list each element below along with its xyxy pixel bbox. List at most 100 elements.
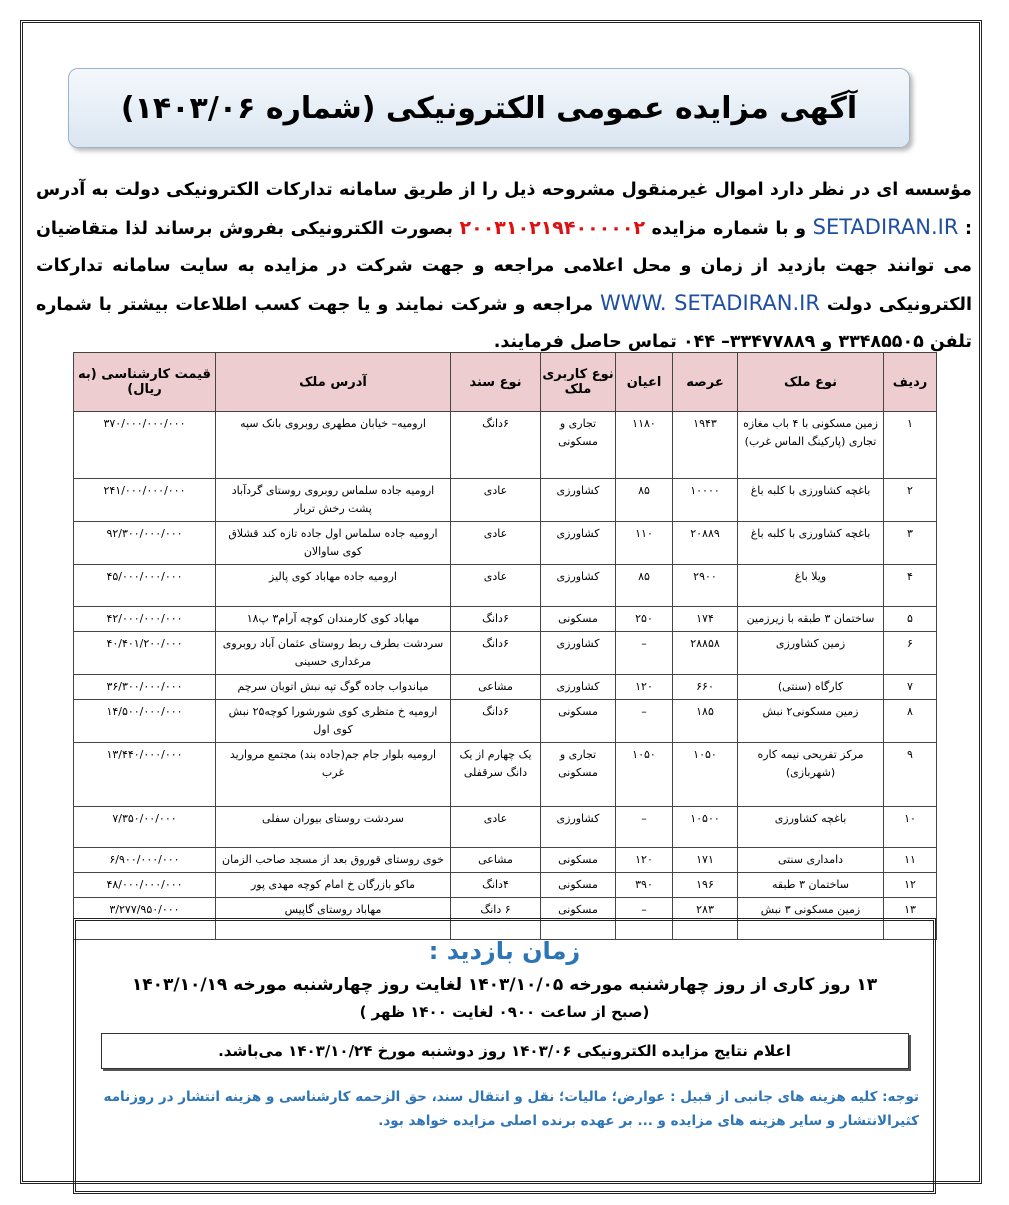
table-row: ۹ مرکز تفریحی نیمه کاره (شهربازی) ۱۰۵۰ ۱۰۵۰…	[73, 742, 937, 807]
table-row: ۳ باغچه کشاورزی با کلبه باغ ۲۰۸۸۹ ۱۱۰ کشاورز…	[73, 521, 937, 565]
table-cell: ۶دانگ	[450, 606, 541, 632]
visit-hours: (صبح از ساعت ۰۹۰۰ لغایت ۱۴۰۰ ظهر )	[359, 1003, 650, 1021]
table-cell: ۵	[883, 606, 937, 632]
table-cell: ۱۰۵۰۰	[672, 806, 738, 848]
table-cell: عادی	[450, 806, 541, 848]
intro-text: و با شماره مزایده	[645, 219, 813, 239]
table-cell: ۴۸/۰۰۰/۰۰۰/۰۰۰	[73, 872, 216, 898]
visit-box: زمان بازدید : ۱۳ روز کاری از روز چهارشنب…	[73, 918, 936, 1194]
table-cell: خوی روستای قوروق بعد از مسجد صاحب الزمان	[215, 847, 451, 873]
table-cell: ۸۵	[615, 564, 673, 607]
table-cell: ۶/۹۰۰/۰۰۰/۰۰۰	[73, 847, 216, 873]
table-cell: ۱۱۰	[615, 521, 673, 565]
table-cell: باغچه کشاورزی	[737, 806, 884, 848]
table-cell: مسکونی	[540, 699, 616, 743]
intro-link: SETADIRAN.IR	[812, 215, 959, 239]
table-cell: ۴	[883, 564, 937, 607]
table-cell: ۱۸۵	[672, 699, 738, 743]
column-header: آدرس ملک	[215, 352, 451, 412]
table-cell: ارومیه جاده مهاباد کوی پالیز	[215, 564, 451, 607]
table-cell: ۹۲/۳۰۰/۰۰۰/۰۰۰	[73, 521, 216, 565]
table-cell: مشاعی	[450, 674, 541, 700]
table-cell: ۸۵	[615, 478, 673, 522]
table-cell: ارومیه جاده سلماس روبروی روستای گردآباد …	[215, 478, 451, 522]
table-cell: مرکز تفریحی نیمه کاره (شهربازی)	[737, 742, 884, 807]
table-cell: ۲۴۱/۰۰۰/۰۰۰/۰۰۰	[73, 478, 216, 522]
intro-text: بصورت الکترونیکی بفروش برساند لذا متقاضی…	[36, 219, 972, 315]
table-cell: عادی	[450, 521, 541, 565]
table-cell: ۲۹۰۰	[672, 564, 738, 607]
table-cell: سردشت روستای بیوران سفلی	[215, 806, 451, 848]
table-cell: ۱۰۵۰	[615, 742, 673, 807]
visit-dates: ۱۳ روز کاری از روز چهارشنبه مورخه ۱۴۰۳/۱…	[131, 975, 878, 995]
table-cell: ۴۲/۰۰۰/۰۰۰/۰۰۰	[73, 606, 216, 632]
table-cell: مشاعی	[450, 847, 541, 873]
table-cell: سردشت بطرف ربط روستای عثمان آباد روبروی …	[215, 631, 451, 675]
column-header: نوع سند	[450, 352, 541, 412]
table-cell: ۶	[883, 631, 937, 675]
table-cell: دامداری سنتی	[737, 847, 884, 873]
table-cell: مسکونی	[540, 606, 616, 632]
table-cell: ۴۵/۰۰۰/۰۰۰/۰۰۰	[73, 564, 216, 607]
table-cell: ارومیه بلوار جام جم(جاده بند) مجتمع مروا…	[215, 742, 451, 807]
intro-link: WWW. SETADIRAN.IR	[600, 291, 820, 315]
table-cell: عادی	[450, 478, 541, 522]
intro-text: مؤسسه ای در نظر دارد اموال غیرمنقول مشرو…	[36, 180, 972, 239]
results-box: اعلام نتایج مزایده الکترونیکی ۱۴۰۳/۰۶ رو…	[100, 1033, 909, 1069]
intro-number: ۲۰۰۳۱۰۲۱۹۴۰۰۰۰۰۲	[459, 217, 646, 239]
table-row: ۸ زمین مسکونی۲ نبش ۱۸۵– مسکونی ۶دانگ ارومیه خ…	[73, 699, 937, 743]
table-cell: ۷/۳۵۰/۰۰/۰۰۰	[73, 806, 216, 848]
table-cell: ۱۱	[883, 847, 937, 873]
table-cell: کارگاه (سنتی)	[737, 674, 884, 700]
table-cell: ۷	[883, 674, 937, 700]
table-cell: ۲	[883, 478, 937, 522]
table-cell: باغچه کشاورزی با کلبه باغ	[737, 478, 884, 522]
title: آگهی مزایده عمومی الکترونیکی (شماره ۱۴۰۳…	[120, 90, 858, 126]
table-cell: زمین مسکونی با ۴ باب مغازه تجاری (پارکین…	[737, 411, 884, 479]
table-cell: ویلا باغ	[737, 564, 884, 607]
table-cell: ۲۸۸۵۸	[672, 631, 738, 675]
table-cell: ۱۷۱	[672, 847, 738, 873]
table-cell: ۱۹۶	[672, 872, 738, 898]
table-row: ۲ باغچه کشاورزی با کلبه باغ ۱۰۰۰۰ ۸۵ کشاورزی…	[73, 478, 937, 522]
intro: مؤسسه ای در نظر دارد اموال غیرمنقول مشرو…	[36, 172, 972, 361]
table-cell: ۳۶/۳۰۰/۰۰۰/۰۰۰	[73, 674, 216, 700]
table-cell: ۳۷۰/۰۰۰/۰۰۰/۰۰۰	[73, 411, 216, 479]
table-row: ۱۱ دامداری سنتی ۱۷۱ ۱۲۰ مسکونی مشاعی خوی روستا…	[73, 847, 937, 873]
table-cell: ۱۳/۴۴۰/۰۰۰/۰۰۰	[73, 742, 216, 807]
table-cell: ۶۶۰	[672, 674, 738, 700]
table-cell: ۳۹۰	[615, 872, 673, 898]
table-cell: کشاورزی	[540, 521, 616, 565]
table-row: ۵ ساختمان ۳ طبقه با زیرزمین ۱۷۴ ۲۵۰ مسکونی ۶د…	[73, 606, 937, 632]
table-cell: ۲۰۸۸۹	[672, 521, 738, 565]
table-cell: ۱۷۴	[672, 606, 738, 632]
table-cell: تجاری و مسکونی	[540, 742, 616, 807]
table-cell: ارومیه خ متظری کوی شورشورا کوچه۲۵ نبش کو…	[215, 699, 451, 743]
table-cell: ۱۰	[883, 806, 937, 848]
column-header: نوع ملک	[737, 352, 884, 412]
header-row: ردیف نوع ملک عرصه اعیان نوع کاربری ملک نوع سن…	[73, 352, 937, 412]
table-cell: ۹	[883, 742, 937, 807]
table-row: ۴ ویلا باغ ۲۹۰۰ ۸۵ کشاورزی عادی ارومیه جاده مه…	[73, 564, 937, 607]
property-table: ردیف نوع ملک عرصه اعیان نوع کاربری ملک نوع سن…	[73, 352, 937, 940]
table-cell: ساختمان ۳ طبقه	[737, 872, 884, 898]
table-cell: ۸	[883, 699, 937, 743]
table-cell: ۴۰/۴۰۱/۲۰۰/۰۰۰	[73, 631, 216, 675]
table-cell: ۱۲	[883, 872, 937, 898]
table-cell: یک چهارم از یک دانگ سرقفلی	[450, 742, 541, 807]
table-cell: کشاورزی	[540, 478, 616, 522]
table-cell: ۱۱۸۰	[615, 411, 673, 479]
column-header: ردیف	[883, 352, 937, 412]
table-cell: ۳	[883, 521, 937, 565]
table-cell: ۲۵۰	[615, 606, 673, 632]
table-cell: ماکو بازرگان خ امام کوچه مهدی پور	[215, 872, 451, 898]
table-cell: ۶دانگ	[450, 411, 541, 479]
column-header: قیمت کارشناسی (به ریال)	[73, 352, 216, 412]
table-cell: ۱۰۰۰۰	[672, 478, 738, 522]
table-row: ۱۲ ساختمان ۳ طبقه ۱۹۶ ۳۹۰ مسکونی ۴دانگ ماکو با…	[73, 872, 937, 898]
table-cell: کشاورزی	[540, 674, 616, 700]
table-cell: ۱۹۴۳	[672, 411, 738, 479]
intro-text: مراجعه و شرکت نمایند و یا جهت کسب اطلاعا…	[36, 295, 972, 352]
column-header: عرصه	[672, 352, 738, 412]
